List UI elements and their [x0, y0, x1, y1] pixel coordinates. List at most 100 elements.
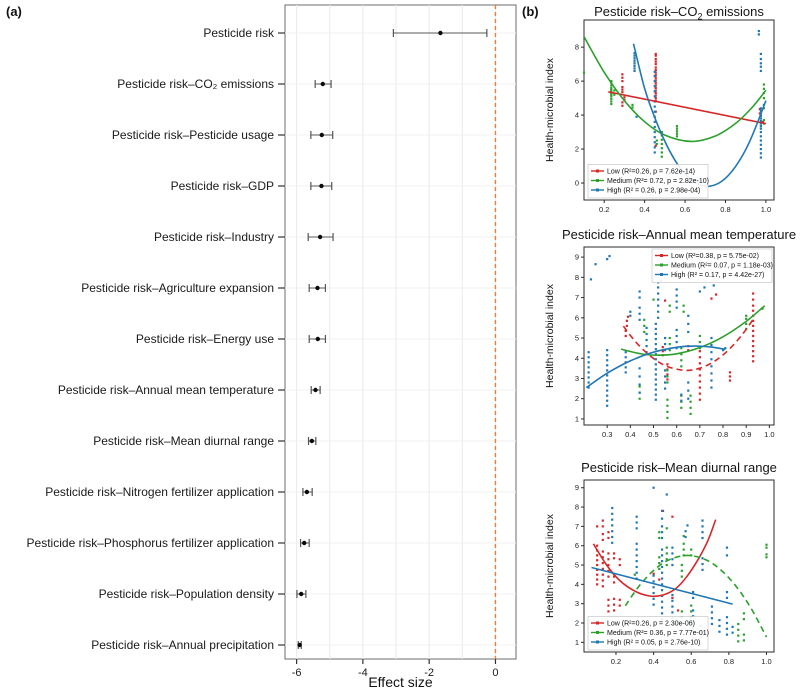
- x-tick-label: 0.5: [648, 430, 658, 439]
- category-label: Pesticide risk–Mean diurnal range: [93, 434, 274, 448]
- y-tick-label: 8: [575, 273, 579, 282]
- x-axis-title: Effect size: [368, 674, 433, 690]
- fit-curve-low: [592, 519, 717, 598]
- category-label: Pesticide risk–Population density: [99, 587, 274, 601]
- x-tick-label: 1.0: [761, 205, 771, 214]
- error-bar: [297, 641, 302, 649]
- x-tick-label: 1.0: [761, 657, 771, 666]
- legend-label: Medium (R²= 0.07, p = 1.18e-03): [671, 263, 773, 270]
- y-tick-label: 4: [575, 354, 579, 363]
- point-estimate: [317, 234, 323, 240]
- fit-curves: [585, 305, 766, 389]
- error-bar: [314, 80, 332, 88]
- axes: 0.2 0.4 0.6 0.8 1.0 1 2 3 4 5 6 7 8 9: [575, 483, 772, 666]
- fit-curve-high: [585, 345, 726, 389]
- error-bar: [307, 233, 334, 241]
- point-estimate: [309, 438, 315, 444]
- y-tick-label: 9: [575, 253, 579, 262]
- fit-curve-low: [622, 318, 754, 372]
- legend-label: Low (R²=0.26, p = 7.62e-14): [607, 169, 695, 176]
- y-tick-label: 7: [575, 522, 579, 531]
- legend-label: Low (R²=0.38, p = 5.75e-02): [671, 253, 759, 260]
- subplot-title-annual-mean-temperature: Pesticide risk–Annual mean temperature: [549, 227, 800, 245]
- y-tick-label: 3: [575, 599, 579, 608]
- point-estimate: [315, 336, 321, 342]
- category-label: Pesticide risk: [203, 26, 275, 40]
- point-estimate: [304, 489, 310, 495]
- legend: Low (R²=0.26, p = 2.30e-06) Medium (R²= 0…: [587, 616, 709, 651]
- x-tick-label: 0.9: [741, 430, 751, 439]
- y-tick-label: 0: [575, 179, 579, 188]
- point-estimate: [319, 183, 324, 189]
- point-estimate: [438, 30, 443, 36]
- y-tick-label: 4: [575, 111, 579, 120]
- x-tick-label: 0.6: [671, 430, 681, 439]
- category-label: Pesticide risk–Industry: [154, 230, 274, 244]
- points-high: [611, 486, 734, 636]
- title-text: Pesticide risk–Mean diurnal range: [581, 460, 777, 475]
- x-tick-label: -2: [424, 667, 434, 679]
- plot-area: [284, 4, 517, 660]
- y-tick-label: 6: [575, 541, 579, 550]
- x-tick-label: 0: [492, 667, 498, 679]
- scatter-plot-annual-mean-temperature: 0.3 0.4 0.5 0.6 0.7 0.8 0.9 1.0 1 2 3 4 5 6 7 8 9 Health-…: [544, 246, 775, 439]
- points-high: [587, 255, 727, 407]
- fit-curve-medium: [620, 305, 766, 357]
- error-bar: [310, 386, 321, 394]
- x-tick-label: 0.6: [680, 205, 690, 214]
- category-label: Pesticide risk–Pesticide usage: [112, 128, 274, 142]
- points-low: [596, 509, 680, 625]
- fit-curve-medium: [584, 36, 767, 143]
- fit-curve-high: [591, 566, 733, 605]
- title-text: Pesticide risk–Annual mean temperature: [561, 227, 797, 242]
- category-label: Pesticide risk–Energy use: [136, 332, 274, 346]
- y-tick-label: 3: [575, 374, 579, 383]
- panel-b-label: (b): [522, 4, 539, 19]
- category-label: Pesticide risk–Phosphorus fertilizer app…: [27, 536, 274, 550]
- legend-label: High (R² = 0.05, p = 2.76e-10): [607, 640, 700, 647]
- legend: Low (R²=0.38, p = 5.75e-02) Medium (R²= 0…: [651, 248, 773, 283]
- title-text: emissions: [702, 4, 764, 19]
- error-bar: [308, 284, 327, 292]
- y-tick-label: 5: [575, 334, 579, 343]
- x-tick-label: 0.2: [599, 205, 609, 214]
- x-tick-label: 0.8: [720, 205, 730, 214]
- y-tick-label: 2: [575, 145, 579, 154]
- category-label: Pesticide risk–Agriculture expansion: [81, 281, 274, 295]
- y-tick-label: 1: [575, 638, 579, 647]
- y-axis-title: Health-microbial index: [544, 513, 556, 618]
- x-tick-label: 1.0: [764, 430, 774, 439]
- x-tick-label: 0.4: [625, 430, 635, 439]
- legend-label: High (R² = 0.26, p = 2.98e-04): [607, 188, 700, 195]
- error-bar: [310, 131, 334, 139]
- panel-a-label: (a): [6, 4, 22, 19]
- category-label: Pesticide risk–Annual mean temperature: [58, 383, 274, 397]
- y-tick-label: 6: [575, 313, 579, 322]
- subplot-title-co2-emissions: Pesticide risk–CO2 emissions: [549, 4, 800, 22]
- y-tick-label: 9: [575, 483, 579, 492]
- legend-label: Medium (R²= 0.72, p = 2.82e-10): [607, 178, 709, 185]
- scatter-plot-mean-diurnal-range: 0.2 0.4 0.6 0.8 1.0 1 2 3 4 5 6 7 8 9 Health-microbial…: [544, 479, 775, 666]
- x-tick-label: 0.6: [686, 657, 696, 666]
- fit-curve-low: [608, 91, 767, 125]
- point-estimate: [299, 591, 304, 597]
- x-tick-label: 0.2: [611, 657, 621, 666]
- error-bar: [302, 488, 313, 496]
- scatter-plot-co2-emissions: 0.2 0.4 0.6 0.8 1.0 0 2 4 6 8 Health-microbial ind…: [544, 19, 775, 214]
- x-tick-label: 0.8: [718, 430, 728, 439]
- y-tick-label: 6: [575, 77, 579, 86]
- point-estimate: [315, 285, 320, 291]
- error-bar: [310, 182, 333, 190]
- y-tick-label: 8: [575, 43, 579, 52]
- point-estimate: [302, 540, 307, 546]
- category-label: Pesticide risk–CO₂ emissions: [117, 77, 274, 91]
- y-axis-title: Health-microbial index: [544, 283, 556, 388]
- x-tick-label: 0.8: [724, 657, 734, 666]
- y-tick-label: 7: [575, 293, 579, 302]
- category-label: Pesticide risk–GDP: [171, 179, 274, 193]
- error-bar: [296, 590, 307, 598]
- forest-rows: Pesticide risk Pesticide risk–CO₂ emissio…: [27, 26, 488, 652]
- point-estimate: [297, 642, 302, 648]
